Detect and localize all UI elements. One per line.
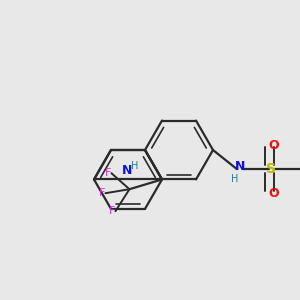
Text: H: H (231, 174, 239, 184)
Text: F: F (109, 206, 116, 216)
Text: O: O (268, 187, 278, 200)
Text: N: N (235, 160, 245, 172)
Text: S: S (266, 162, 276, 176)
Text: F: F (99, 188, 106, 198)
Text: N: N (122, 164, 132, 177)
Text: H: H (131, 161, 139, 171)
Text: F: F (105, 168, 112, 178)
Text: O: O (268, 139, 278, 152)
